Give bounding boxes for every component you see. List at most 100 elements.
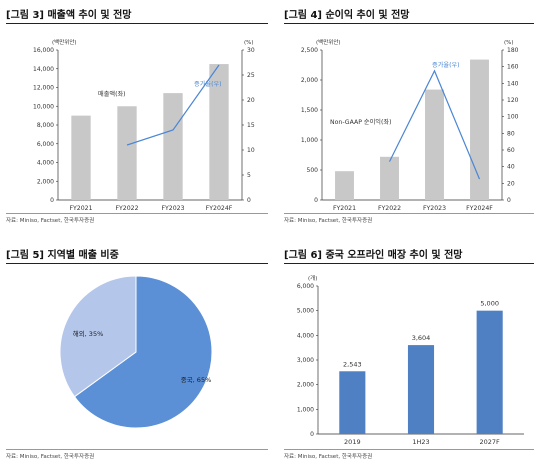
left-tick-label: 4,000 — [37, 160, 54, 167]
right-tick-label: 30 — [247, 47, 255, 54]
x-tick-label: 2027F — [480, 438, 501, 446]
x-tick-label: FY2023 — [161, 205, 184, 212]
panel-region-share: [그림 5] 지역별 매출 비중 중국, 65% 해외, 35% 자료: Mini… — [6, 246, 268, 464]
right-tick-label: 20 — [247, 97, 255, 104]
x-tick-label: 2019 — [344, 438, 361, 446]
bar — [425, 89, 444, 200]
x-tick-label: FY2024F — [466, 205, 493, 212]
right-tick-label: 140 — [507, 80, 519, 87]
left-axis-unit: (백만위안) — [316, 38, 341, 46]
left-axis-unit: (백만위안) — [52, 38, 77, 46]
source-rule — [284, 213, 534, 214]
right-tick-label: 0 — [247, 197, 251, 204]
left-tick-label: 5,000 — [297, 308, 314, 315]
left-tick-label: 2,500 — [301, 47, 318, 54]
growth-line — [388, 69, 481, 180]
pie-slice — [73, 275, 213, 429]
left-tick-label: 4,000 — [297, 332, 314, 339]
left-tick-label: 1,000 — [301, 137, 318, 144]
bar-value-label: 2,543 — [343, 360, 362, 368]
bar-series-label: Non-GAAP 순이익(좌) — [330, 118, 392, 126]
left-tick-label: 0 — [310, 431, 314, 438]
right-tick-label: 80 — [507, 130, 515, 137]
title-rule — [6, 23, 268, 24]
bar — [209, 64, 229, 200]
source-note: 자료: Miniso, Factset, 한국투자증권 — [6, 218, 95, 224]
right-tick-label: 120 — [507, 97, 519, 104]
source-note: 자료: Miniso, Factset, 한국투자증권 — [284, 218, 373, 224]
bar — [71, 115, 91, 200]
bar-series-label: 매출액(좌) — [98, 90, 126, 98]
left-tick-label: 16,000 — [33, 47, 54, 54]
right-tick-label: 40 — [507, 164, 515, 171]
right-tick-label: 15 — [247, 122, 255, 129]
right-tick-label: 25 — [247, 72, 255, 79]
bar — [163, 93, 183, 200]
left-tick-label: 3,000 — [297, 357, 314, 364]
right-tick-label: 10 — [247, 147, 255, 154]
panel-title: [그림 4] 순이익 추이 및 전망 — [284, 10, 410, 21]
bar — [476, 310, 503, 434]
title-rule — [284, 263, 534, 264]
bar — [380, 156, 399, 200]
china-stores-chart: (개) 0 1,000 2,000 3,000 4,000 5,000 6,000 2,543 2… — [297, 274, 524, 446]
region-pie-chart: 중국, 65% 해외, 35% — [59, 275, 213, 429]
left-tick-label: 500 — [307, 167, 319, 174]
x-tick-label: FY2022 — [378, 205, 401, 212]
right-tick-label: 0 — [507, 197, 511, 204]
source-rule — [6, 213, 268, 214]
bar — [407, 345, 435, 434]
x-tick-label: FY2023 — [423, 205, 446, 212]
source-rule — [284, 449, 534, 450]
left-axis-unit: (개) — [308, 274, 317, 282]
left-tick-label: 2,000 — [301, 77, 318, 84]
right-tick-label: 20 — [507, 180, 515, 187]
left-tick-label: 0 — [50, 197, 54, 204]
left-tick-label: 0 — [314, 197, 318, 204]
right-tick-label: 180 — [507, 47, 519, 54]
x-tick-label: FY2021 — [69, 205, 92, 212]
revenue-chart: (백만위안) (%) 0 2,000 4,000 6,000 8,000 10,000 12,0… — [33, 38, 255, 212]
x-tick-label: FY2024F — [206, 205, 233, 212]
slice-label: 해외, 35% — [73, 329, 104, 338]
bar — [117, 106, 137, 200]
line-series-label: 증가율(우) — [194, 80, 222, 88]
left-tick-label: 1,500 — [301, 107, 318, 114]
line-series-label: 증가율(우) — [432, 61, 460, 69]
left-tick-label: 1,000 — [297, 406, 314, 413]
left-tick-label: 6,000 — [297, 283, 314, 290]
left-tick-label: 14,000 — [33, 66, 54, 73]
x-tick-label: 1H23 — [412, 438, 429, 446]
x-tick-label: FY2022 — [115, 205, 138, 212]
bar — [335, 171, 354, 200]
source-rule — [6, 449, 268, 450]
source-note: 자료: Miniso, Factset, 한국투자증권 — [284, 454, 373, 460]
right-axis-unit: (%) — [504, 40, 514, 46]
x-tick-label: FY2021 — [333, 205, 356, 212]
left-tick-label: 8,000 — [37, 122, 54, 129]
panel-title: [그림 5] 지역별 매출 비중 — [6, 250, 119, 261]
bar — [470, 59, 489, 200]
panel-title: [그림 6] 중국 오프라인 매장 추이 및 전망 — [284, 250, 463, 261]
left-tick-label: 6,000 — [37, 141, 54, 148]
panel-net-income: [그림 4] 순이익 추이 및 전망 (백만위안) (%) 0 500 1,000 1,5… — [284, 6, 534, 228]
pie-slice — [59, 275, 137, 398]
left-tick-label: 10,000 — [33, 103, 54, 110]
left-tick-label: 2,000 — [37, 178, 54, 185]
title-rule — [6, 263, 268, 264]
bar-value-label: 5,000 — [480, 300, 499, 308]
panel-china-stores: [그림 6] 중국 오프라인 매장 추이 및 전망 (개) 0 1,000 2,000… — [284, 246, 534, 464]
slice-label: 중국, 65% — [181, 376, 212, 384]
bar — [339, 371, 366, 434]
growth-line — [126, 64, 220, 146]
title-rule — [284, 23, 534, 24]
right-axis-unit: (%) — [244, 40, 254, 46]
left-tick-label: 2,000 — [297, 382, 314, 389]
right-tick-label: 100 — [507, 114, 519, 121]
bar-value-label: 3,604 — [412, 334, 431, 342]
source-note: 자료: Miniso, Factset, 한국투자증권 — [6, 454, 95, 460]
right-tick-label: 160 — [507, 64, 519, 71]
left-tick-label: 12,000 — [33, 85, 54, 92]
net-income-chart: (백만위안) (%) 0 500 1,000 1,500 2,000 2,500 0 20 40 60… — [301, 38, 519, 212]
panel-title: [그림 3] 매출액 추이 및 전망 — [6, 10, 132, 21]
